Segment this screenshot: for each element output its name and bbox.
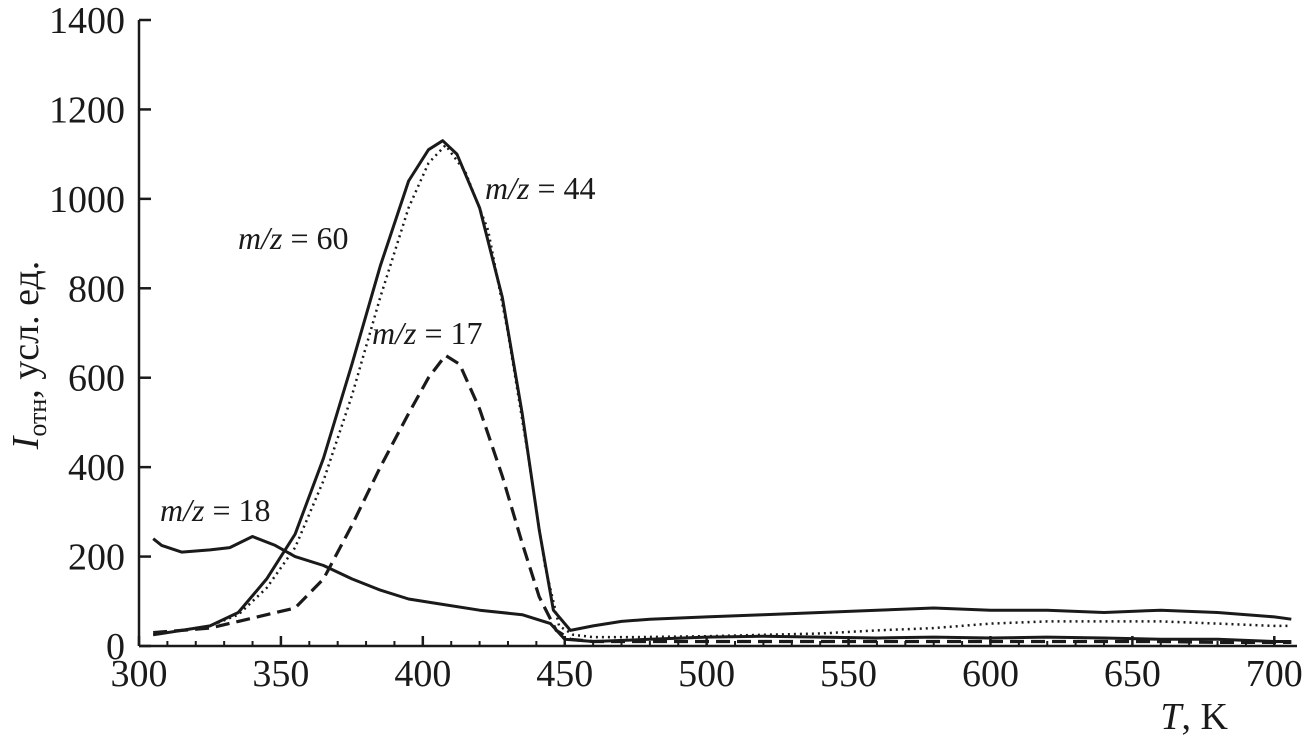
series-line-1 bbox=[152, 139, 1292, 637]
y-tick-label: 600 bbox=[68, 358, 125, 400]
series-labels: m/z = 60m/z = 44m/z = 17m/z = 18 bbox=[160, 170, 596, 528]
series-label-var: m/z bbox=[372, 315, 417, 351]
y-tick-label: 0 bbox=[106, 626, 125, 668]
y-tick-label: 800 bbox=[68, 268, 125, 310]
series-label-value: = 17 bbox=[416, 315, 482, 351]
x-axis-title-var: T bbox=[1160, 696, 1184, 738]
series-line-4 bbox=[152, 535, 1292, 643]
y-axis-title: Iотн, усл. ед. bbox=[5, 261, 52, 451]
y-tick-label: 1200 bbox=[49, 89, 125, 131]
y-axis-title-var: I bbox=[5, 434, 47, 450]
series-label-value: = 18 bbox=[204, 492, 270, 528]
y-tick-label: 1000 bbox=[49, 179, 125, 221]
x-tick-label: 450 bbox=[536, 653, 593, 695]
series-line-2 bbox=[153, 143, 1292, 639]
x-axis-title: T, K bbox=[1160, 696, 1228, 738]
series-label-1: m/z = 60 bbox=[238, 220, 349, 256]
series-line-3 bbox=[153, 353, 1292, 644]
y-tick-label: 400 bbox=[68, 447, 125, 489]
y-axis-title-sub: отн bbox=[23, 399, 52, 437]
series-lines bbox=[152, 139, 1292, 644]
x-tick-label: 650 bbox=[1104, 653, 1161, 695]
y-tick-label: 1400 bbox=[49, 0, 125, 42]
x-tick-label: 300 bbox=[111, 653, 168, 695]
x-tick-label: 400 bbox=[394, 653, 451, 695]
x-ticks: 300 350 400 450 500 550 600 650 700 bbox=[111, 636, 1303, 695]
x-tick-label: 600 bbox=[962, 653, 1019, 695]
y-axis-title-rest: , усл. ед. bbox=[5, 261, 47, 399]
axes bbox=[137, 20, 1297, 648]
series-label-value: = 60 bbox=[282, 220, 348, 256]
x-axis-title-unit: , K bbox=[1182, 696, 1229, 738]
series-label-var: m/z bbox=[160, 492, 205, 528]
y-ticks: 0 200 400 600 800 1000 1200 1400 bbox=[49, 0, 151, 668]
series-label-var: m/z bbox=[485, 170, 530, 206]
x-tick-label: 350 bbox=[252, 653, 309, 695]
x-tick-label: 700 bbox=[1246, 653, 1303, 695]
y-tick-label: 200 bbox=[68, 537, 125, 579]
x-tick-label: 500 bbox=[678, 653, 735, 695]
series-label-var: m/z bbox=[238, 220, 283, 256]
series-label-4: m/z = 18 bbox=[160, 492, 271, 528]
series-label-value: = 44 bbox=[529, 170, 595, 206]
series-label-3: m/z = 17 bbox=[372, 315, 483, 351]
series-label-2: m/z = 44 bbox=[485, 170, 596, 206]
x-tick-label: 550 bbox=[820, 653, 877, 695]
